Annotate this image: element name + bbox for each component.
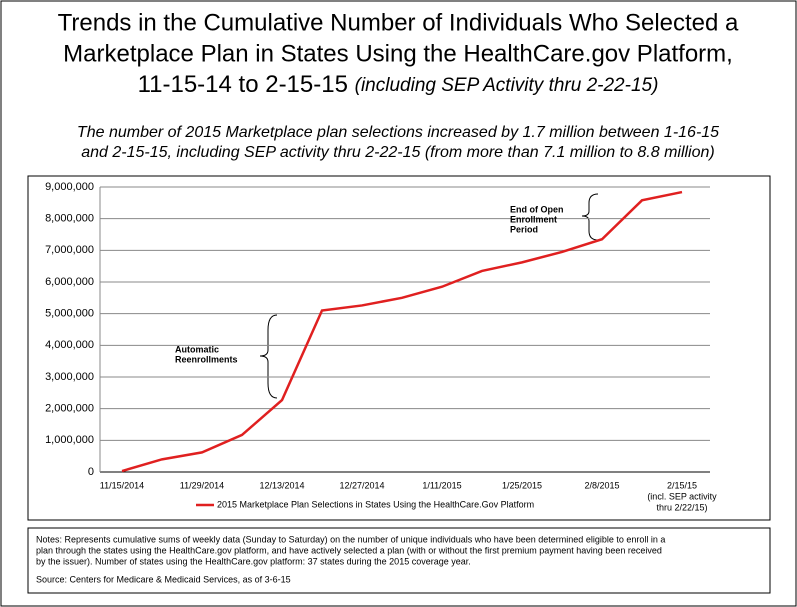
title-line: Marketplace Plan in States Using the Hea… [63, 40, 733, 67]
y-tick-label: 8,000,000 [45, 213, 94, 225]
source: Source: Centers for Medicare & Medicaid … [36, 574, 291, 584]
annotation: Enrollment [510, 214, 557, 224]
y-tick-label: 2,000,000 [45, 403, 94, 415]
note: plan through the states using the Health… [36, 545, 662, 555]
data-line [121, 190, 683, 473]
title-line: 11-15-14 to 2-15-15 (including SEP Activ… [138, 71, 659, 98]
note: by the issuer). Number of states using t… [36, 556, 471, 566]
y-tick-label: 0 [88, 466, 94, 478]
y-tick-label: 6,000,000 [45, 276, 94, 288]
chart-border [27, 175, 771, 521]
x-tick-note: (incl. SEP activity [647, 491, 717, 501]
legend-label: 2015 Marketplace Plan Selections in Stat… [217, 499, 534, 509]
x-tick-label: 12/13/2014 [259, 480, 304, 490]
title-italic: (including SEP Activity thru 2-22-15) [355, 75, 659, 96]
annotation: Automatic [175, 344, 219, 354]
notes-border [27, 527, 771, 594]
annotation: End of Open [510, 204, 564, 214]
x-tick-label: 11/29/2014 [180, 480, 224, 490]
subtitle-line: and 2-15-15, including SEP activity thru… [81, 144, 714, 161]
brace [581, 193, 599, 241]
x-tick-label: 12/27/2014 [339, 480, 384, 490]
x-tick-label: 1/11/2015 [422, 480, 461, 490]
title-line: Trends in the Cumulative Number of Indiv… [58, 9, 739, 36]
y-tick-label: 4,000,000 [45, 339, 94, 351]
y-tick-label: 9,000,000 [45, 181, 94, 193]
x-tick-label: 11/15/2014 [100, 480, 144, 490]
annotation: Period [510, 224, 538, 234]
x-tick-label: 2/8/2015 [584, 480, 619, 490]
x-tick-note: thru 2/22/15) [656, 502, 707, 512]
y-tick-label: 3,000,000 [45, 371, 94, 383]
brace [259, 314, 278, 399]
annotation: Reenrollments [175, 354, 238, 364]
title-line: 11-15-14 to 2-15-15 [138, 71, 348, 98]
subtitle-line: The number of 2015 Marketplace plan sele… [77, 124, 719, 141]
note: Notes: Represents cumulative sums of wee… [36, 534, 665, 544]
x-tick-label: 2/15/15 [667, 480, 697, 490]
y-tick-label: 5,000,000 [45, 308, 94, 320]
y-tick-label: 1,000,000 [45, 434, 94, 446]
x-tick-label: 1/25/2015 [502, 480, 542, 490]
y-tick-label: 7,000,000 [45, 244, 94, 256]
